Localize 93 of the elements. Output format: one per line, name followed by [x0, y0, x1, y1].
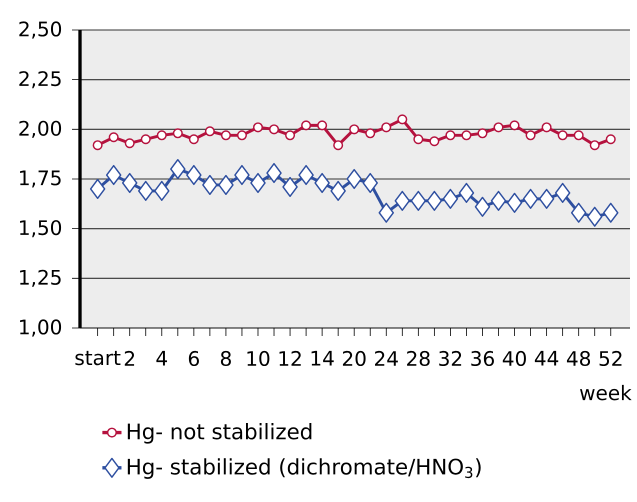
legend-label: Hg- stabilized (dichromate/HNO$_{3}$) [128, 458, 481, 479]
point [218, 174, 234, 196]
point [474, 196, 490, 217]
point [542, 122, 552, 132]
legend-label: Hg- not stabilized [128, 422, 312, 444]
point [138, 180, 154, 201]
point [554, 182, 570, 203]
point [429, 136, 440, 146]
y-tick-label: 1,50 [20, 220, 62, 238]
y-tick-label: 1,00 [20, 319, 62, 337]
point [413, 134, 424, 144]
x-tick-label: 12 [280, 350, 301, 366]
x-tick-label: 14 [312, 350, 334, 366]
point [202, 174, 218, 196]
x-tick-label: 32 [439, 350, 462, 366]
point [586, 206, 602, 227]
point [90, 178, 106, 199]
point [606, 134, 616, 144]
point [330, 180, 346, 201]
x-tick-label: start [75, 350, 120, 366]
x-tick-label: 8 [220, 350, 231, 366]
point [301, 120, 312, 130]
x-tick-label: 52 [600, 350, 622, 366]
point [317, 120, 328, 130]
point [298, 164, 314, 186]
point [108, 132, 119, 142]
x-tick-label: 4 [156, 350, 168, 366]
point [106, 164, 122, 186]
point [186, 164, 202, 186]
point [124, 138, 135, 148]
point [538, 188, 554, 209]
x-tick-label: 36 [471, 350, 494, 366]
y-tick-label: 2,00 [19, 120, 62, 138]
y-tick-label: 1,25 [20, 270, 61, 287]
point [346, 168, 362, 190]
x-tick-label: 24 [375, 350, 398, 366]
point [510, 120, 520, 130]
point [285, 130, 296, 140]
x-tick-label: 40 [502, 350, 526, 366]
point [170, 158, 186, 180]
point [394, 190, 410, 211]
point [461, 130, 472, 140]
x-tick-label: 6 [188, 350, 199, 366]
x-tick-label: 28 [407, 350, 430, 366]
x-axis-title: week [580, 384, 632, 400]
point [269, 124, 280, 134]
x-tick-label: 48 [566, 350, 590, 366]
point [590, 140, 600, 150]
point [410, 190, 426, 211]
point [445, 130, 456, 140]
point [220, 130, 231, 140]
y-tick-label: 2,25 [19, 71, 61, 88]
point [442, 188, 458, 209]
x-tick-label: 10 [247, 350, 270, 366]
x-tick-label: 44 [534, 350, 558, 366]
point [490, 190, 506, 211]
point [252, 122, 263, 132]
point [397, 114, 408, 124]
point [458, 182, 474, 203]
point [250, 172, 266, 194]
point [333, 140, 344, 150]
point [526, 130, 536, 140]
point [378, 202, 394, 223]
point [154, 180, 170, 201]
point [140, 134, 151, 144]
x-tick-label: 2 [124, 350, 134, 366]
point [266, 162, 282, 184]
y-tick-label: 1,75 [20, 170, 61, 188]
point [477, 128, 488, 138]
point [204, 126, 215, 136]
point [558, 130, 568, 140]
point [236, 130, 247, 140]
point [156, 130, 167, 140]
point [172, 128, 183, 138]
x-tick-label: 20 [342, 350, 366, 366]
point [349, 124, 360, 134]
point [314, 172, 330, 194]
point [574, 130, 584, 140]
point [506, 192, 522, 213]
point [234, 164, 250, 186]
point [122, 172, 138, 194]
point [92, 140, 103, 150]
point [522, 188, 538, 209]
point [188, 134, 199, 144]
point [570, 202, 586, 223]
point [603, 202, 618, 223]
point [362, 172, 378, 194]
point [282, 176, 298, 198]
point [381, 122, 392, 132]
point [365, 128, 376, 138]
y-tick-label: 2,50 [19, 21, 62, 39]
point [426, 190, 442, 211]
point [494, 122, 504, 132]
